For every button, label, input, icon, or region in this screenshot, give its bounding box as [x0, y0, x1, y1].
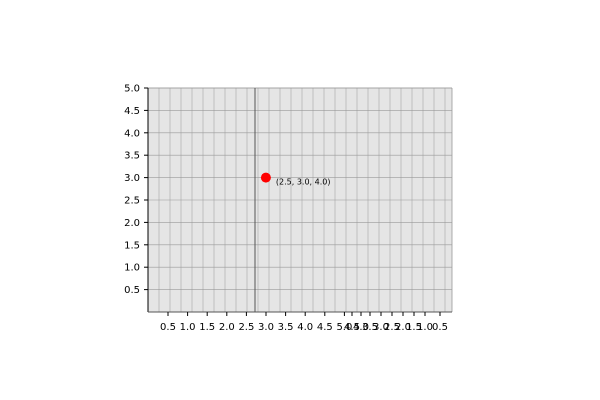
y-tick-label: 1.0 — [124, 263, 140, 274]
x-tick-label: 4.5 — [344, 322, 360, 333]
y-axis-ticks: 0.5 1.0 1.5 2.0 2.5 3.0 3.5 4.0 4.5 5.0 — [124, 84, 148, 296]
x-tick-label: 0.5 — [432, 322, 448, 333]
y-tick-label: 0.5 — [124, 285, 140, 296]
y-tick-label: 3.5 — [124, 151, 140, 162]
x-tick-label: 4.0 — [297, 322, 313, 333]
x-tick-label: 2.0 — [219, 322, 235, 333]
y-tick-label: 3.0 — [124, 173, 140, 184]
data-points: (2.5, 3.0, 4.0) — [260, 172, 331, 187]
x-tick-label: 3.5 — [362, 322, 378, 333]
y-tick-label: 4.5 — [124, 106, 140, 117]
y-tick-label: 2.0 — [124, 218, 140, 229]
y-tick-label: 2.5 — [124, 196, 140, 207]
x-tick-label: 2.0 — [395, 322, 411, 333]
y-tick-label: 1.5 — [124, 240, 140, 251]
x-tick-label: 2.5 — [238, 322, 254, 333]
y-tick-label: 5.0 — [124, 84, 140, 95]
data-point-label: (2.5, 3.0, 4.0) — [276, 178, 331, 187]
x-tick-label: 2.5 — [384, 322, 400, 333]
grid — [148, 87, 453, 312]
x-tick-label: 3.0 — [373, 322, 389, 333]
x-tick-label: 1.5 — [406, 322, 422, 333]
x-tick-label: 0.5 — [160, 322, 176, 333]
x-tick-label: 1.5 — [199, 322, 215, 333]
x-tick-label: 1.0 — [180, 322, 196, 333]
y-tick-label: 4.0 — [124, 128, 140, 139]
x-tick-label: 3.5 — [278, 322, 294, 333]
x-tick-label: 1.0 — [417, 322, 433, 333]
data-point — [260, 172, 271, 183]
x-tick-label: 5.0 — [336, 322, 352, 333]
x-axis-ticks: 0.5 1.0 1.5 2.0 2.5 3.0 3.5 4.0 4.5 5.04.54.03.53… — [160, 312, 448, 333]
x-tick-label: 4.0 — [353, 322, 369, 333]
x-tick-label: 3.0 — [258, 322, 274, 333]
x-tick-label: 4.5 — [317, 322, 333, 333]
